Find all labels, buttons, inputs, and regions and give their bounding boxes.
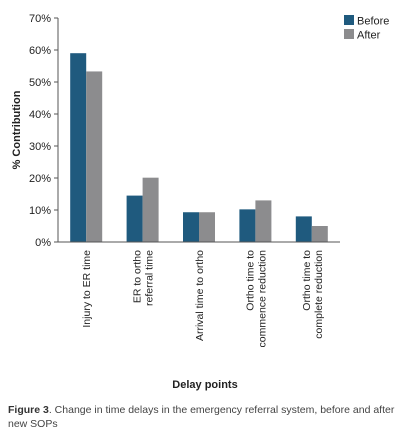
- x-tick-label-line: Arrival time to ortho: [194, 250, 206, 341]
- x-tick-label: Ortho time tocommence reduction: [244, 250, 268, 348]
- y-tick-label: 50%: [29, 77, 51, 89]
- figure-caption: Figure 3. Change in time delays in the e…: [8, 403, 398, 431]
- x-axis-title: Delay points: [172, 379, 237, 391]
- legend-swatch-after: [344, 29, 354, 39]
- bar-after-4: [311, 226, 328, 242]
- legend-label-after: After: [357, 30, 381, 42]
- legend: Before After: [344, 15, 389, 42]
- x-tick-label-line: referral time: [144, 250, 156, 306]
- x-tick-label: Arrival time to ortho: [194, 250, 206, 341]
- y-tick-label: 20%: [29, 173, 51, 185]
- bar-after-0: [86, 71, 103, 242]
- bar-before-0: [70, 53, 87, 243]
- x-tick-label-line: complete reduction: [313, 250, 325, 339]
- bar-after-1: [142, 177, 159, 242]
- x-tick-label: Ortho time tocomplete reduction: [301, 250, 325, 339]
- legend-swatch-before: [344, 15, 354, 25]
- x-tick-label: ER to orthoreferral time: [132, 250, 156, 306]
- y-tick-label: 10%: [29, 205, 51, 217]
- y-tick-label: 30%: [29, 141, 51, 153]
- y-tick-label: 70%: [29, 13, 51, 25]
- figure-label: Figure 3: [8, 404, 49, 416]
- x-tick-label-line: Ortho time to: [301, 250, 313, 311]
- y-axis: 0% 10% 20% 30% 40% 50% 60% 70%: [29, 13, 59, 249]
- bar-before-4: [295, 216, 312, 242]
- bar-after-3: [255, 200, 272, 242]
- y-tick-label: 60%: [29, 45, 51, 57]
- bar-before-3: [239, 209, 256, 242]
- y-tick-label: 40%: [29, 109, 51, 121]
- x-tick-label: Injury to ER time: [81, 250, 93, 328]
- y-tick-label: 0%: [35, 237, 51, 249]
- caption-text: . Change in time delays in the emergency…: [8, 404, 395, 430]
- y-axis-title: % Contribution: [11, 90, 23, 169]
- bars: [70, 53, 328, 243]
- x-tick-label-line: Ortho time to: [244, 250, 256, 311]
- bar-before-1: [126, 195, 143, 242]
- bar-chart: 0% 10% 20% 30% 40% 50% 60% 70% Injury to ER tim…: [11, 13, 389, 391]
- x-tick-label-line: Injury to ER time: [81, 250, 93, 328]
- x-tick-label-line: ER to ortho: [132, 250, 144, 303]
- x-axis: Injury to ER time ER to orthoreferral tim…: [58, 241, 340, 348]
- bar-after-2: [199, 212, 215, 242]
- bar-before-2: [183, 212, 199, 242]
- x-tick-label-line: commence reduction: [256, 250, 268, 348]
- legend-label-before: Before: [357, 16, 389, 28]
